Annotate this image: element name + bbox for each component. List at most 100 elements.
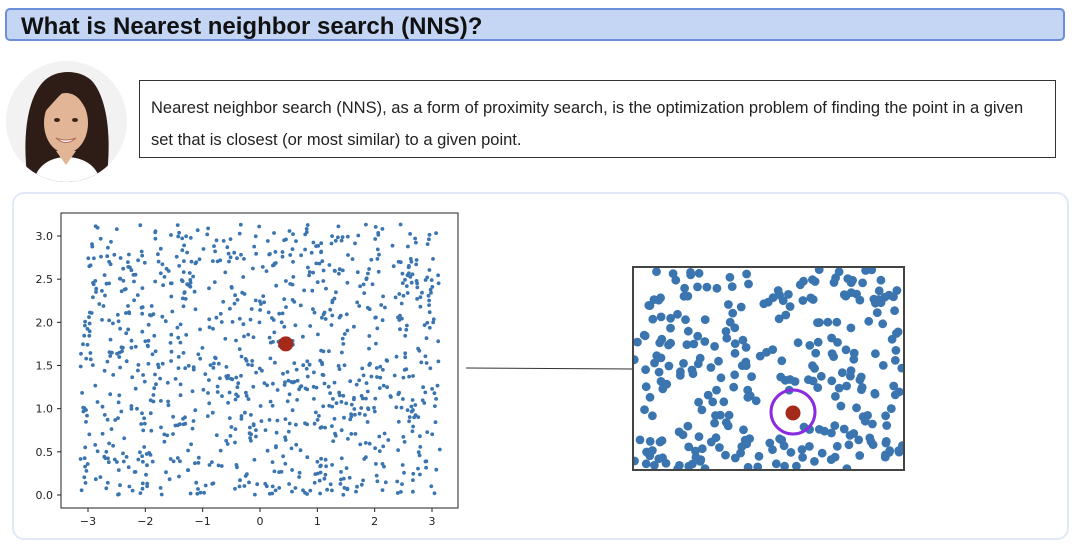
data-point [196, 352, 201, 357]
data-point [290, 489, 294, 494]
data-point [411, 478, 415, 482]
data-point [365, 420, 370, 424]
zoom-data-point [668, 269, 678, 278]
zoom-data-point [753, 462, 763, 469]
data-point [244, 394, 249, 398]
data-point [130, 488, 135, 493]
data-point [226, 373, 231, 378]
data-point [280, 254, 285, 259]
data-point [83, 445, 88, 450]
data-point [410, 272, 415, 277]
data-point [230, 377, 235, 382]
zoom-data-point [710, 418, 719, 428]
zoom-data-point [805, 341, 815, 350]
data-point [427, 237, 431, 242]
data-point [118, 276, 122, 281]
data-point [290, 247, 295, 252]
data-point [133, 344, 138, 349]
data-point [392, 373, 397, 378]
zoom-data-point [640, 331, 650, 341]
data-point [294, 367, 299, 372]
data-point [212, 244, 216, 249]
data-point [274, 444, 278, 449]
data-point [127, 484, 132, 489]
data-point [272, 231, 276, 235]
data-point [400, 482, 404, 486]
data-point [400, 281, 405, 285]
data-point [376, 269, 381, 274]
data-point [239, 252, 243, 257]
zoom-data-point [893, 327, 903, 337]
data-point [290, 408, 295, 413]
data-point [237, 316, 242, 321]
data-point [431, 320, 436, 325]
data-point [90, 242, 94, 247]
data-point [270, 484, 275, 489]
data-point [321, 312, 326, 317]
data-point [211, 326, 215, 331]
data-point [413, 236, 417, 241]
zoom-data-point [814, 425, 824, 434]
data-point [361, 282, 366, 287]
data-point [316, 332, 320, 337]
data-point [162, 439, 167, 444]
data-point [98, 475, 103, 479]
data-point [152, 333, 157, 338]
data-point [219, 464, 224, 468]
data-point [132, 470, 137, 474]
data-point [102, 413, 107, 417]
data-point [115, 351, 119, 356]
data-point [214, 238, 219, 243]
data-point [323, 425, 327, 430]
data-point [336, 235, 340, 240]
data-point [254, 428, 258, 432]
data-point [333, 238, 338, 243]
data-point [261, 294, 266, 298]
data-point [116, 416, 120, 420]
data-point [159, 399, 163, 403]
zoom-data-point [805, 442, 814, 451]
data-point [396, 419, 401, 424]
zoom-data-point [738, 335, 748, 345]
zoom-data-point [827, 376, 837, 386]
data-point [141, 428, 146, 433]
data-point [346, 437, 350, 441]
data-point [100, 404, 105, 409]
data-point [434, 397, 438, 401]
data-point [216, 361, 221, 366]
data-point [169, 349, 174, 354]
data-point [249, 438, 253, 443]
zoom-data-point [886, 404, 896, 413]
data-point [281, 454, 285, 459]
zoom-data-point [686, 268, 695, 277]
data-point [308, 488, 313, 493]
data-point [425, 242, 430, 247]
data-point [293, 486, 298, 490]
data-point [307, 270, 312, 274]
data-point [301, 363, 306, 368]
data-point [119, 289, 124, 294]
data-point [105, 480, 110, 485]
data-point [349, 402, 354, 407]
zoom-query-point [785, 405, 801, 421]
data-point [176, 366, 181, 370]
data-point [141, 373, 146, 377]
data-point [229, 425, 234, 429]
data-point [315, 459, 320, 464]
data-point [352, 395, 356, 400]
data-point [415, 285, 420, 290]
data-point [238, 222, 243, 227]
data-point [100, 431, 105, 436]
data-point [85, 462, 90, 466]
y-tick-label: 3.0 [36, 230, 54, 243]
data-point [108, 392, 113, 397]
data-point [275, 388, 280, 392]
data-point [144, 472, 148, 477]
data-point [370, 282, 375, 287]
data-point [306, 265, 310, 270]
data-point [334, 401, 339, 405]
zoom-data-point [868, 419, 877, 429]
data-point [178, 322, 183, 327]
data-point [82, 456, 87, 461]
data-point [340, 268, 345, 273]
